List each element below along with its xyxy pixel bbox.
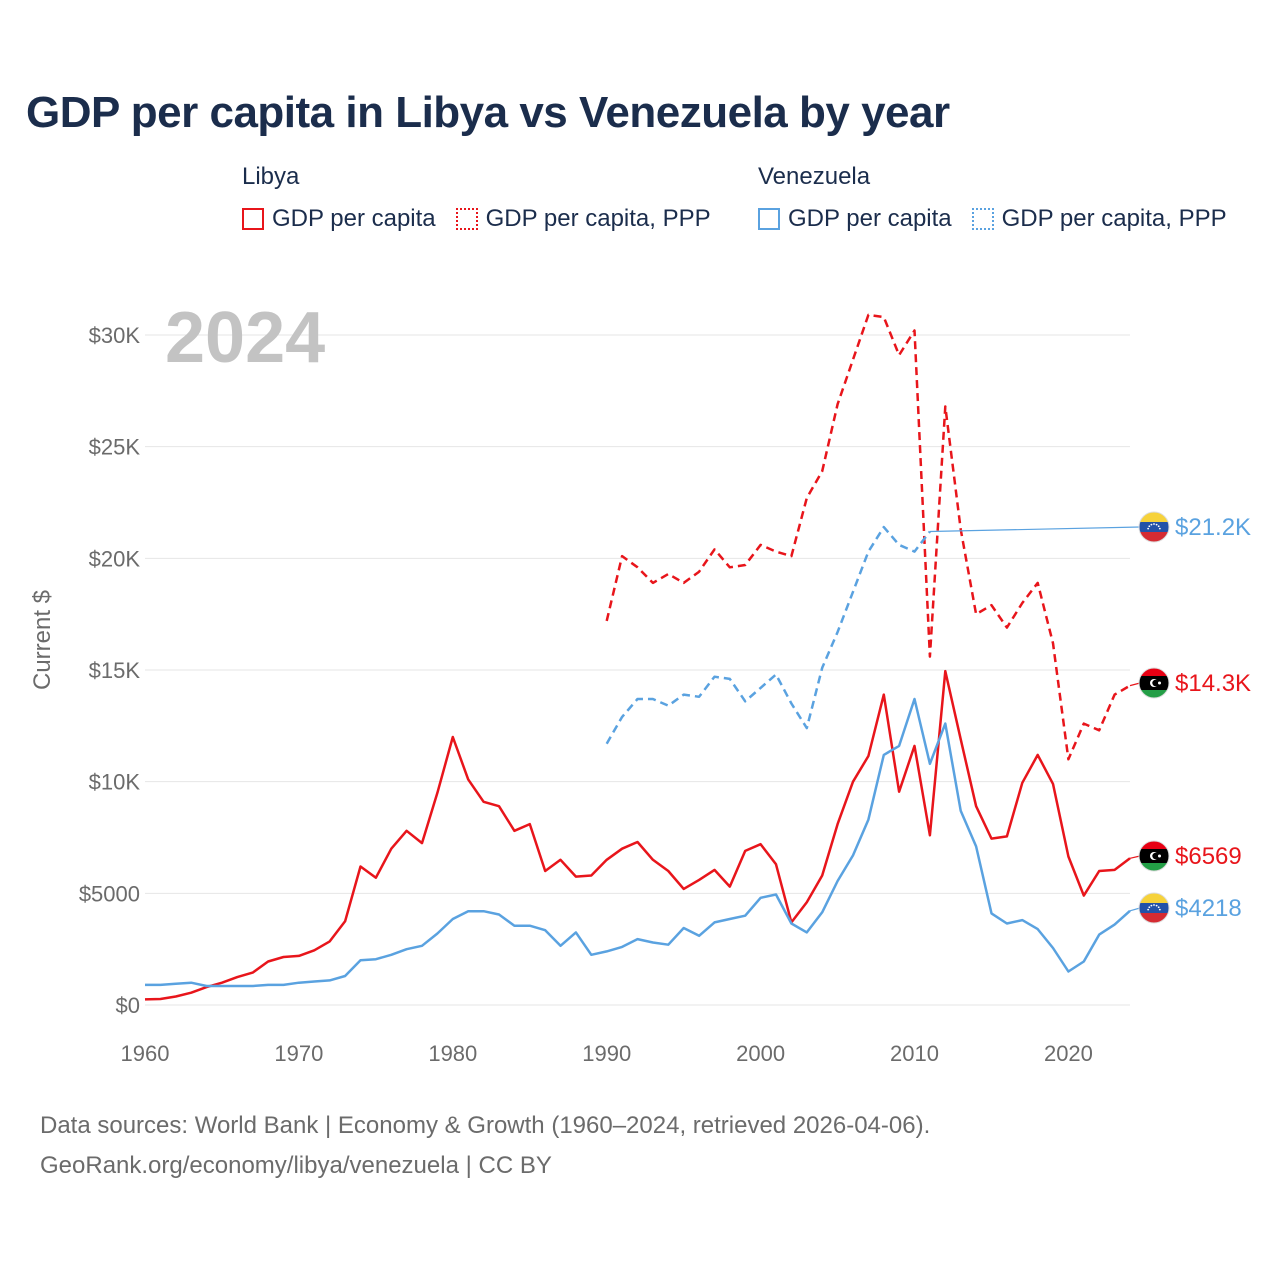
flag-star (1150, 904, 1153, 907)
flag-stripes (1139, 893, 1169, 923)
end-value-label: $21.2K (1175, 514, 1251, 541)
flag-ring (1138, 667, 1170, 699)
footer: Data sources: World Bank | Economy & Gro… (40, 1106, 930, 1186)
end-label-leader (1129, 907, 1141, 912)
flag-stripe (1139, 522, 1169, 532)
flag-stripes (1139, 512, 1169, 542)
flag-stripe (1139, 913, 1169, 923)
x-tick-label: 1970 (274, 1041, 323, 1066)
flag-stripe (1139, 893, 1169, 903)
flag-star (1153, 904, 1155, 906)
flag-star (1155, 904, 1158, 907)
flag-stripe (1139, 841, 1169, 849)
legend-libya: Libya GDP per capita GDP per capita, PPP (242, 163, 731, 233)
flag-ring (1138, 840, 1170, 872)
flag-stripe (1139, 903, 1169, 913)
y-tick-label: $10K (89, 770, 141, 795)
end-label-leader (1129, 855, 1141, 859)
series-line-3[interactable] (605, 525, 931, 745)
flag-crescent-cut (1152, 852, 1159, 860)
flag-star (1157, 525, 1160, 528)
year-watermark: 2024 (165, 298, 325, 378)
flag-star (1147, 527, 1150, 530)
legend-venezuela-gdp[interactable]: GDP per capita (758, 205, 952, 233)
flag-star (1158, 527, 1161, 530)
flag-stripe (1139, 532, 1169, 542)
flag-star (1155, 523, 1158, 526)
legend-dotted-swatch (971, 208, 994, 230)
x-tick-label: 1990 (582, 1041, 631, 1066)
x-tick-label: 2020 (1044, 1041, 1093, 1066)
footer-sources: Data sources: World Bank | Economy & Gro… (40, 1112, 931, 1139)
flag-star (1158, 854, 1161, 858)
legend-solid-swatch (758, 208, 780, 230)
flag-star (1153, 523, 1155, 525)
venezuela-flag-icon (1138, 892, 1170, 924)
x-tick-label: 2010 (890, 1041, 939, 1066)
flag-ring (1138, 892, 1170, 924)
y-axis-label: Current $ (29, 590, 56, 690)
y-tick-label: $25K (89, 435, 141, 460)
chart-title: GDP per capita in Libya vs Venezuela by … (26, 88, 950, 137)
y-tick-label: $20K (89, 546, 141, 571)
flag-star (1158, 681, 1161, 685)
end-value-label: $14.3K (1175, 670, 1251, 697)
legend-venezuela-ppp-label: GDP per capita, PPP (1001, 205, 1227, 232)
end-label-leader (1129, 682, 1141, 687)
legend-dotted-swatch (455, 208, 478, 230)
y-tick-label: $5000 (79, 881, 140, 906)
flag-star (1158, 908, 1161, 911)
flag-stripe (1139, 690, 1169, 698)
legend-venezuela-title: Venezuela (758, 163, 871, 190)
x-tick-label: 1960 (121, 1041, 170, 1066)
y-tick-label: $0 (116, 993, 140, 1018)
flag-stripes (1139, 841, 1169, 871)
legend-venezuela-gdp-label: GDP per capita (788, 205, 952, 232)
legend-libya-ppp-label: GDP per capita, PPP (485, 205, 711, 232)
flag-stripe (1139, 512, 1169, 522)
y-tick-label: $15K (89, 658, 141, 683)
legend-libya-gdp-label: GDP per capita (272, 205, 436, 232)
flag-crescent-cut (1152, 679, 1159, 687)
y-tick-label: $30K (89, 323, 141, 348)
legend-solid-swatch (242, 208, 264, 230)
flag-star (1150, 523, 1153, 526)
series-line-2[interactable] (145, 697, 1131, 988)
flag-star (1148, 525, 1151, 528)
end-value-label: $4218 (1175, 895, 1242, 922)
series-line-0[interactable] (144, 669, 1131, 1001)
x-tick-label: 1980 (428, 1041, 477, 1066)
flag-star (1147, 908, 1150, 911)
libya-flag-icon (1138, 840, 1170, 872)
flag-star (1157, 906, 1160, 909)
legend-venezuela: Venezuela GDP per capita GDP per capita,… (758, 163, 1247, 233)
legend-libya-ppp[interactable]: GDP per capita, PPP (455, 205, 711, 233)
end-label-leader (929, 526, 1141, 533)
footer-url[interactable]: GeoRank.org/economy/libya/venezuela | CC… (40, 1152, 552, 1179)
legend-venezuela-ppp[interactable]: GDP per capita, PPP (971, 205, 1227, 233)
end-value-label: $6569 (1175, 843, 1242, 870)
flag-stripes (1139, 668, 1169, 698)
libya-flag-icon (1138, 667, 1170, 699)
series-line-1[interactable] (605, 313, 1131, 761)
legend-libya-gdp[interactable]: GDP per capita (242, 205, 436, 233)
flag-ring (1138, 511, 1170, 543)
flag-stripe (1139, 668, 1169, 676)
venezuela-flag-icon (1138, 511, 1170, 543)
x-tick-label: 2000 (736, 1041, 785, 1066)
flag-stripe (1139, 863, 1169, 871)
flag-star (1148, 906, 1151, 909)
legend-libya-title: Libya (242, 163, 300, 190)
